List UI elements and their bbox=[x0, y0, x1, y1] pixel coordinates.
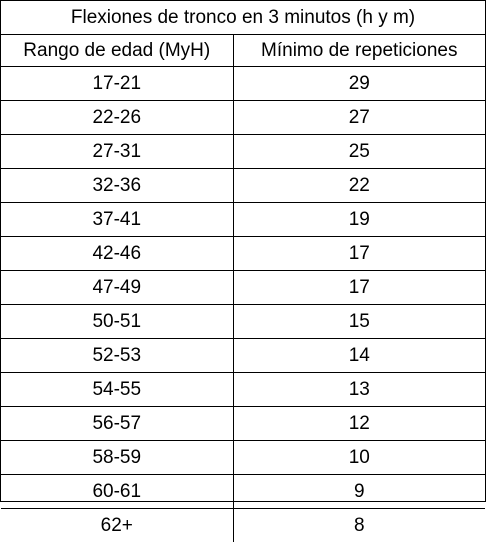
table-row: 56-57 12 bbox=[1, 405, 486, 441]
table-row: 37-41 19 bbox=[1, 201, 486, 237]
table-title: Flexiones de tronco en 3 minutos (h y m) bbox=[1, 1, 486, 35]
cell-age-range: 52-53 bbox=[1, 337, 234, 373]
cell-age-range: 42-46 bbox=[1, 235, 234, 271]
table-row: 47-49 17 bbox=[1, 269, 486, 305]
cell-age-range: 56-57 bbox=[1, 405, 234, 441]
cell-min-reps: 10 bbox=[232, 439, 486, 475]
title-row: Flexiones de tronco en 3 minutos (h y m) bbox=[1, 1, 486, 35]
cell-age-range: 62+ bbox=[1, 507, 234, 542]
table-row: 32-36 22 bbox=[1, 167, 486, 203]
cell-age-range: 37-41 bbox=[1, 201, 234, 237]
cell-min-reps: 14 bbox=[232, 337, 486, 373]
cell-min-reps: 13 bbox=[232, 371, 486, 407]
table-row: 22-26 27 bbox=[1, 99, 486, 135]
cell-age-range: 47-49 bbox=[1, 269, 234, 305]
header-row: Rango de edad (MyH) Mínimo de repeticion… bbox=[1, 33, 486, 67]
table-row: 52-53 14 bbox=[1, 337, 486, 373]
table-row: 60-61 9 bbox=[1, 473, 486, 509]
table-row: 27-31 25 bbox=[1, 133, 486, 169]
cell-age-range: 22-26 bbox=[1, 99, 234, 135]
cell-age-range: 60-61 bbox=[1, 473, 234, 509]
table-row: 62+ 8 bbox=[1, 507, 486, 542]
cell-min-reps: 27 bbox=[232, 99, 486, 135]
header-min-reps: Mínimo de repeticiones bbox=[232, 33, 486, 67]
table-row: 54-55 13 bbox=[1, 371, 486, 407]
cell-min-reps: 19 bbox=[232, 201, 486, 237]
header-age-range: Rango de edad (MyH) bbox=[1, 33, 234, 67]
cell-age-range: 32-36 bbox=[1, 167, 234, 203]
cell-min-reps: 17 bbox=[232, 235, 486, 271]
table-row: 58-59 10 bbox=[1, 439, 486, 475]
cell-min-reps: 15 bbox=[232, 303, 486, 339]
cell-min-reps: 8 bbox=[232, 507, 486, 542]
cell-min-reps: 17 bbox=[232, 269, 486, 305]
cell-age-range: 27-31 bbox=[1, 133, 234, 169]
cell-min-reps: 22 bbox=[232, 167, 486, 203]
table-row: 17-21 29 bbox=[1, 65, 486, 101]
cell-min-reps: 9 bbox=[232, 473, 486, 509]
cell-age-range: 54-55 bbox=[1, 371, 234, 407]
cell-age-range: 50-51 bbox=[1, 303, 234, 339]
cell-min-reps: 29 bbox=[232, 65, 486, 101]
cell-age-range: 17-21 bbox=[1, 65, 234, 101]
cell-age-range: 58-59 bbox=[1, 439, 234, 475]
cell-min-reps: 25 bbox=[232, 133, 486, 169]
cell-min-reps: 12 bbox=[232, 405, 486, 441]
table-row: 50-51 15 bbox=[1, 303, 486, 339]
table-row: 42-46 17 bbox=[1, 235, 486, 271]
